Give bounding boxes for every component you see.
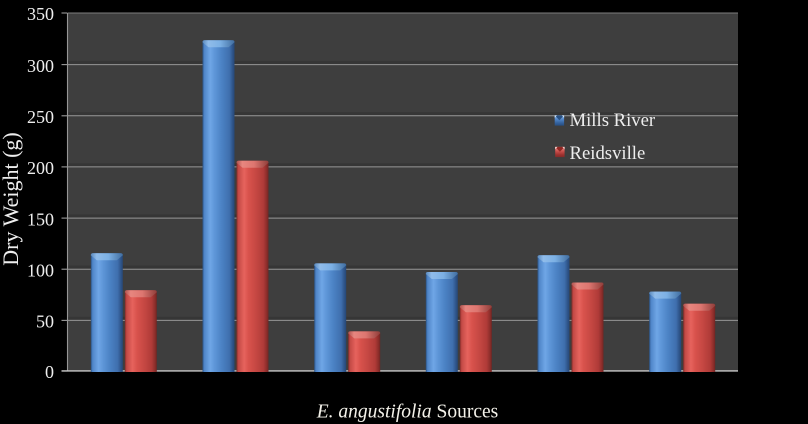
svg-text:Dry Weight (g): Dry Weight (g) [0,132,23,265]
svg-text:350: 350 [27,4,54,24]
svg-text:150: 150 [27,209,54,229]
svg-text:Reidsville: Reidsville [570,143,646,164]
svg-text:E. angustifolia Sources: E. angustifolia Sources [316,401,498,422]
svg-text:100: 100 [27,260,54,280]
svg-text:300: 300 [27,56,54,76]
svg-text:Mills River: Mills River [570,110,656,131]
svg-text:200: 200 [27,158,54,178]
svg-text:0: 0 [45,362,54,382]
svg-text:50: 50 [36,312,54,332]
svg-text:250: 250 [27,107,54,127]
